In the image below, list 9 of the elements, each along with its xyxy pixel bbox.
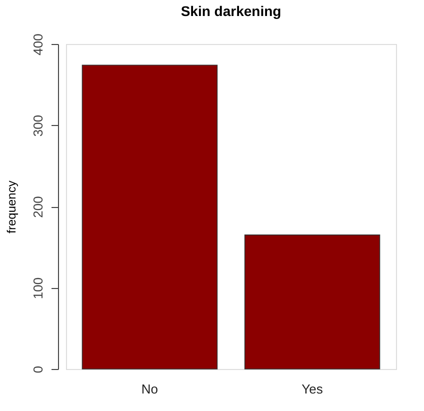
x-tick-label: Yes bbox=[302, 382, 324, 396]
chart-title: Skin darkening bbox=[180, 3, 282, 20]
y-tick-label: 100 bbox=[30, 277, 46, 300]
y-tick-label: 0 bbox=[30, 366, 46, 374]
y-tick-label: 200 bbox=[30, 196, 46, 218]
x-tick-label: No bbox=[141, 382, 158, 396]
y-tick-label: 300 bbox=[30, 114, 46, 137]
y-axis-title: frequency bbox=[4, 180, 18, 234]
y-tick-label: 400 bbox=[30, 34, 46, 56]
